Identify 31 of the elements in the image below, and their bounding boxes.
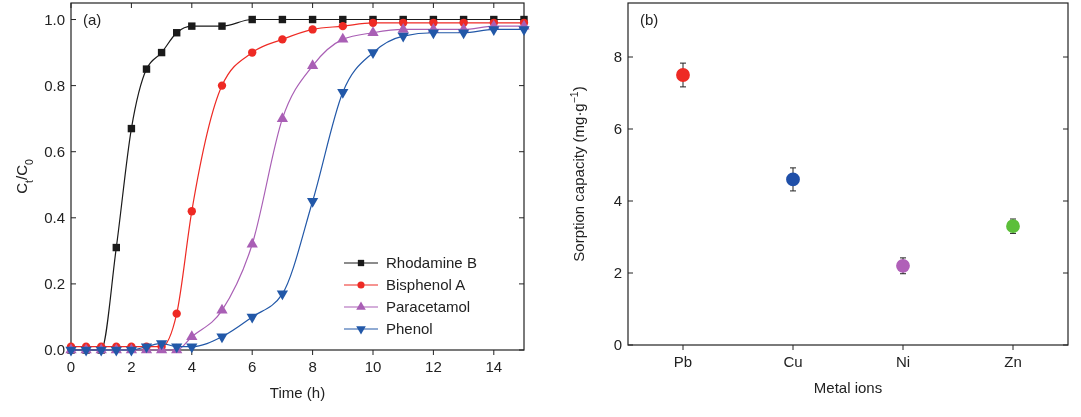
legend-label: Bisphenol A (386, 276, 466, 294)
y-tick-label: 1.0 (44, 10, 65, 28)
x-tick-label: 0 (66, 358, 76, 375)
y-tick-label: 6 (613, 120, 622, 138)
y-tick-label: 2 (613, 264, 622, 282)
x-tick-label: 6 (248, 358, 257, 375)
y-tick-label: 0.6 (44, 142, 65, 160)
x-tick-label: 14 (485, 358, 503, 375)
y-tick-label: 0.2 (44, 275, 65, 293)
x-tick-label: Pb (673, 353, 693, 370)
legend-label: Rhodamine B (386, 254, 477, 272)
text: (a) (83, 11, 102, 28)
y-tick-label: 0.4 (44, 209, 65, 227)
y-tick-label: 0.8 (44, 76, 65, 94)
y-tick-label: 8 (613, 48, 622, 66)
x-tick-label: 2 (127, 358, 136, 375)
y-tick-label: 0.0 (44, 341, 65, 359)
x-tick-label: 8 (308, 358, 317, 375)
y-tick-label: 4 (613, 192, 622, 210)
x-axis-title: Metal ions (813, 379, 883, 396)
x-axis-title: Time (h) (269, 384, 326, 401)
x-tick-label: 12 (425, 358, 442, 375)
x-tick-label: Cu (783, 353, 803, 370)
x-tick-label: Ni (895, 353, 911, 370)
text: (b) (640, 11, 659, 28)
legend-label: Paracetamol (386, 298, 471, 316)
x-tick-label: Zn (1004, 353, 1022, 370)
x-tick-label: 10 (364, 358, 382, 375)
x-tick-label: 4 (187, 358, 196, 375)
legend-label: Phenol (386, 320, 433, 338)
y-tick-label: 0 (613, 336, 622, 354)
